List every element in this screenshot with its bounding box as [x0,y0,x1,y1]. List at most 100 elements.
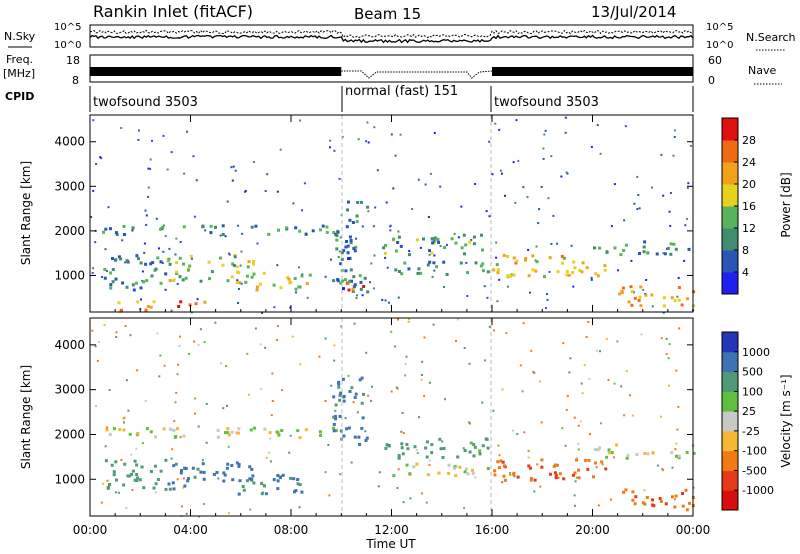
echo-cell [397,454,401,457]
echo-cell [353,396,357,399]
echo-cell [672,242,676,246]
echo-speckle [387,301,390,304]
echo-speckle [509,471,512,474]
echo-cell [394,249,398,253]
echo-cell [135,463,139,467]
freq-label-line1: Freq. [6,53,33,66]
echo-cell [275,430,279,434]
echo-speckle [498,454,501,457]
colorbar-tick-label: 20 [742,178,756,191]
echo-cell [214,225,217,229]
echo-cell [685,508,689,512]
echo-speckle [288,451,291,454]
echo-cell [348,279,352,283]
echo-cell [416,238,419,242]
echo-cell [325,230,329,234]
echo-cell [152,486,156,490]
power-colorbar-label: Power [dB] [779,172,793,237]
echo-speckle [427,216,430,218]
echo-speckle [465,261,468,264]
echo-cell [613,246,617,250]
echo-cell [112,473,116,477]
echo-cell [677,456,681,460]
echo-speckle [416,452,419,454]
echo-speckle [577,442,580,445]
colorbar-swatch [722,332,738,353]
echo-cell [669,252,673,256]
echo-cell [114,231,118,235]
echo-cell [176,427,179,431]
echo-speckle [601,463,604,466]
echo-cell [631,498,635,502]
echo-speckle [389,224,392,227]
echo-cell [235,265,239,269]
cpid-label: CPID [5,90,34,103]
echo-cell [392,474,396,478]
echo-cell [352,275,356,279]
echo-cell [351,221,355,224]
echo-speckle [408,250,411,252]
echo-cell [548,256,552,260]
echo-cell [226,427,230,431]
echo-cell [248,465,252,469]
echo-speckle [149,167,152,170]
echo-speckle [589,433,591,436]
echo-speckle [361,225,364,228]
echo-cell [580,270,584,274]
echo-speckle [179,335,182,338]
echo-cell [604,467,608,471]
echo-speckle [684,224,687,227]
echo-cell [456,455,460,459]
echo-speckle [396,487,399,489]
echo-cell [245,479,249,483]
echo-cell [344,278,347,282]
echo-speckle [276,264,279,267]
echo-speckle [519,364,522,367]
echo-speckle [256,242,259,245]
echo-cell [174,435,178,438]
echo-speckle [529,291,531,294]
echo-cell [463,252,466,256]
echo-cell [358,378,362,382]
echo-speckle [197,343,200,346]
echo-cell [663,296,666,300]
echo-speckle [135,447,138,450]
echo-speckle [289,306,292,309]
echo-cell [134,281,138,285]
echo-speckle [445,244,448,246]
echo-speckle [102,482,105,485]
echo-cell [208,277,211,281]
echo-speckle [404,374,407,377]
echo-speckle [232,165,235,168]
echo-speckle [162,134,165,137]
echo-speckle [463,347,466,349]
echo-cell [191,466,195,470]
echo-cell [122,483,126,487]
echo-cell [681,504,685,508]
echo-cell [396,241,400,244]
nsearch-label: N.Search [746,31,796,44]
echo-speckle [665,337,668,340]
echo-cell [159,281,163,285]
colorbar-tick-label: 16 [742,200,756,213]
echo-cell [210,270,214,274]
echo-speckle [431,275,434,278]
echo-cell [237,464,241,468]
echo-cell [272,283,276,287]
echo-speckle [668,210,671,213]
echo-speckle [166,168,169,171]
echo-speckle [260,388,263,390]
echo-cell [300,274,304,278]
echo-cell [430,251,434,255]
echo-speckle [640,333,643,336]
echo-cell [353,249,357,253]
echo-cell [182,262,185,266]
echo-speckle [344,417,347,420]
echo-cell [437,240,440,244]
y-tick-label: 1000 [54,472,85,486]
echo-cell [336,230,340,234]
echo-speckle [386,266,389,269]
echo-speckle [145,223,148,226]
echo-cell [346,251,350,255]
echo-cell [237,427,241,431]
